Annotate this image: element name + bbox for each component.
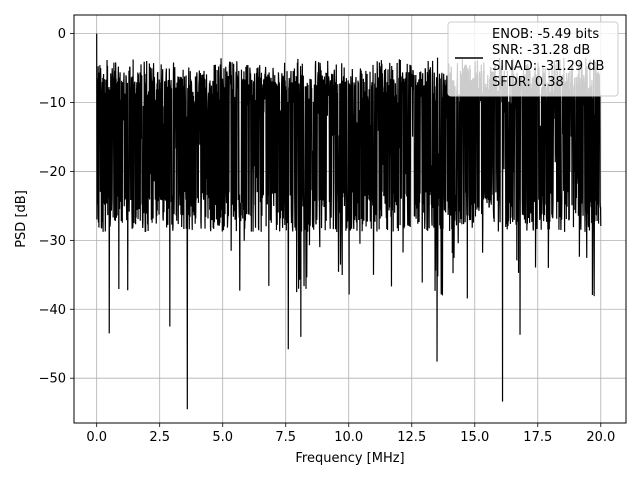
y-tick-label: 0 bbox=[58, 27, 66, 42]
x-tick-label: 0.0 bbox=[86, 430, 107, 445]
x-tick-label: 10.0 bbox=[334, 430, 363, 445]
legend-enob: ENOB: -5.49 bits bbox=[492, 27, 599, 42]
legend-snr: SNR: -31.28 dB bbox=[492, 43, 590, 58]
plot-frame bbox=[73, 14, 627, 424]
psd-series bbox=[96, 33, 602, 410]
y-axis-ticks: 0 −10 −20 −30 −40 −50 bbox=[39, 27, 74, 387]
x-axis-label: Frequency [MHz] bbox=[295, 451, 404, 466]
x-tick-label: 2.5 bbox=[149, 430, 170, 445]
psd-line bbox=[96, 33, 602, 410]
x-tick-label: 5.0 bbox=[212, 430, 233, 445]
x-tick-label: 17.5 bbox=[523, 430, 552, 445]
legend-sfdr: SFDR: 0.38 bbox=[492, 75, 564, 90]
x-tick-label: 12.5 bbox=[397, 430, 426, 445]
y-tick-label: −40 bbox=[39, 303, 66, 318]
x-tick-label: 7.5 bbox=[275, 430, 296, 445]
y-tick-label: −30 bbox=[39, 234, 66, 249]
y-tick-label: −20 bbox=[39, 165, 66, 180]
x-tick-label: 15.0 bbox=[460, 430, 489, 445]
legend-box bbox=[447, 21, 619, 97]
y-tick-label: −10 bbox=[39, 96, 66, 111]
x-axis-ticks: 0.0 2.5 5.0 7.5 10.0 12.5 15.0 17.5 20.0 bbox=[86, 423, 615, 445]
legend: ENOB: -5.49 bits SNR: -31.28 dB SINAD: -… bbox=[447, 21, 619, 97]
y-axis-label: PSD [dB] bbox=[14, 190, 29, 248]
x-tick-label: 20.0 bbox=[586, 430, 615, 445]
y-tick-label: −50 bbox=[39, 372, 66, 387]
legend-sinad: SINAD: -31.29 dB bbox=[492, 59, 604, 74]
